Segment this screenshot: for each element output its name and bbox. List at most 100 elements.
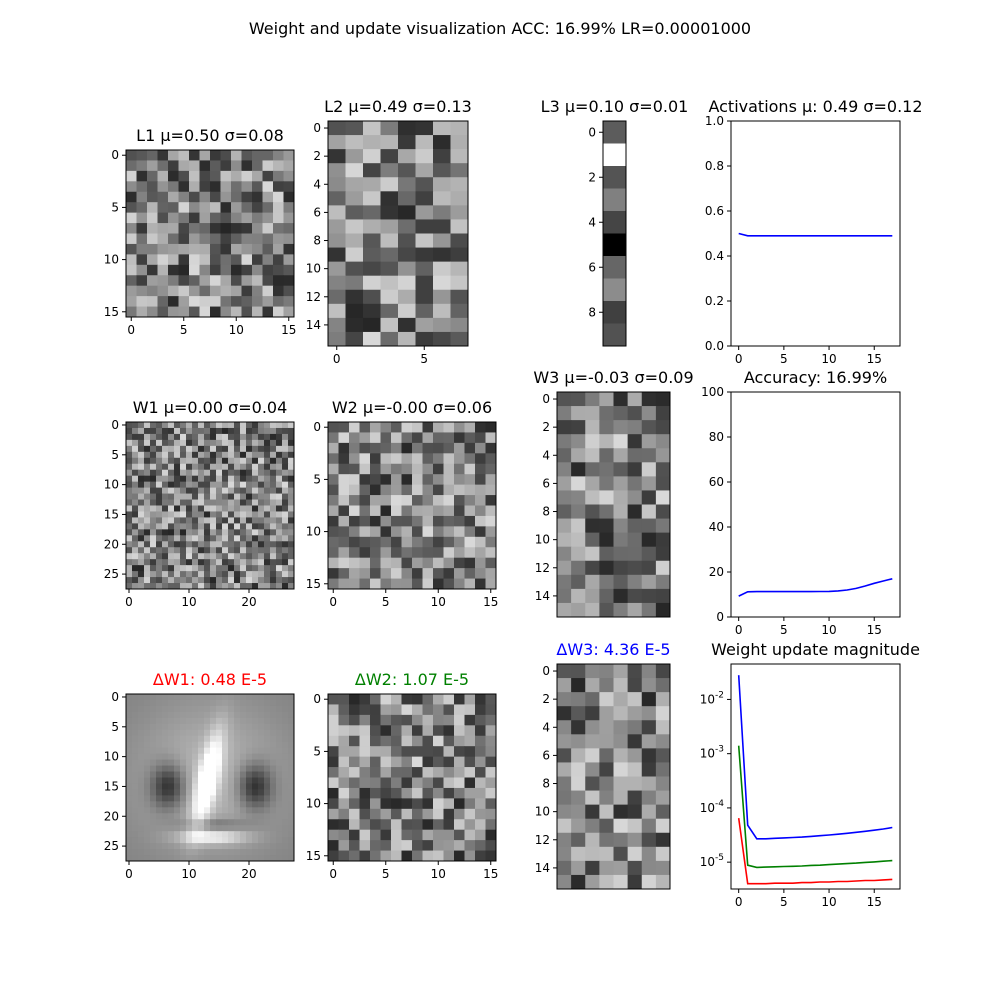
tick-label: 5 xyxy=(313,744,321,758)
heatmap-cell xyxy=(162,451,169,459)
heatmap-cell xyxy=(138,777,145,784)
tick-label: 4 xyxy=(542,448,550,462)
heatmap-cell xyxy=(475,767,486,778)
heatmap-cell xyxy=(150,427,157,435)
heatmap-cell xyxy=(157,181,169,193)
heatmap-cell xyxy=(126,759,133,767)
heatmap-cell xyxy=(168,717,175,725)
heatmap-cell xyxy=(282,717,289,725)
heatmap-cell xyxy=(264,457,271,465)
heatmap-cell xyxy=(156,723,163,731)
heatmap-cell xyxy=(433,205,451,220)
heatmap-cell xyxy=(126,801,133,808)
heatmap-cell xyxy=(222,553,229,560)
heatmap-cell xyxy=(240,741,247,749)
heatmap-cell xyxy=(144,553,151,560)
heatmap-cell xyxy=(216,535,223,542)
heatmap-cell xyxy=(585,678,600,693)
heatmap-cell xyxy=(220,223,232,234)
heatmap-cell xyxy=(234,825,241,832)
heatmap-cell xyxy=(433,787,444,799)
heatmap-cell xyxy=(216,783,223,790)
heatmap-cell xyxy=(189,223,200,234)
heatmap-cell xyxy=(270,457,277,465)
heatmap-cell xyxy=(174,505,181,512)
heatmap-cell xyxy=(380,177,399,192)
heatmap-cell xyxy=(412,495,423,506)
heatmap-cell xyxy=(475,808,486,820)
heatmap-cell xyxy=(241,170,253,182)
heatmap-cell xyxy=(126,565,133,572)
heatmap-cell xyxy=(641,790,657,806)
heatmap-cell xyxy=(276,505,283,512)
heatmap-cell xyxy=(443,704,455,716)
heatmap-cell xyxy=(252,469,259,477)
heatmap-cell xyxy=(246,843,253,850)
heatmap-cell xyxy=(433,798,444,810)
heatmap-cell xyxy=(240,541,247,548)
heatmap-cell xyxy=(132,529,139,536)
heatmap-cell xyxy=(571,602,586,618)
heatmap-cell xyxy=(156,439,163,447)
heatmap-cell xyxy=(198,451,205,459)
tick-label: 10 xyxy=(306,525,321,539)
heatmap-cell xyxy=(613,504,629,520)
heatmap-cell xyxy=(162,759,169,767)
heatmap-cell xyxy=(270,813,277,820)
heatmap-cell xyxy=(485,767,497,778)
heatmap-cell xyxy=(283,223,295,234)
heatmap-cell xyxy=(222,723,229,731)
heatmap-cell xyxy=(282,523,289,530)
heatmap-cell xyxy=(380,442,392,454)
heatmap-cell xyxy=(359,526,371,538)
heatmap-cell xyxy=(168,759,175,767)
heatmap-cell xyxy=(283,191,295,203)
heatmap-cell xyxy=(599,790,614,806)
heatmap-cell xyxy=(380,474,392,486)
heatmap-cell xyxy=(198,705,205,713)
tick-label: 20 xyxy=(241,867,256,881)
heatmap-cell xyxy=(192,463,199,471)
heatmap-cell xyxy=(391,808,402,820)
heatmap-cell xyxy=(222,433,229,441)
heatmap-cell xyxy=(412,850,423,862)
heatmap-cell xyxy=(264,801,271,808)
heatmap-cell xyxy=(585,874,600,890)
tick-label: 10-5 xyxy=(700,853,724,869)
heatmap-cell xyxy=(282,463,289,471)
heatmap-cell xyxy=(144,559,151,566)
heatmap-cell xyxy=(204,422,211,429)
heatmap-cell xyxy=(228,547,235,554)
heatmap-cell xyxy=(627,832,643,848)
heatmap-cell xyxy=(454,767,465,778)
heatmap-cell xyxy=(150,499,157,506)
heatmap-cell xyxy=(599,692,614,707)
heatmap-cell xyxy=(240,457,247,465)
heatmap-cell xyxy=(454,714,465,726)
heatmap-cell xyxy=(655,518,671,534)
heatmap-cell xyxy=(264,735,271,743)
heatmap-cell xyxy=(328,219,346,234)
tick-label: 0.4 xyxy=(705,249,724,263)
heatmap-cell xyxy=(180,511,187,518)
heatmap-cell xyxy=(156,422,163,429)
heatmap-cell xyxy=(156,583,163,590)
heatmap-cell xyxy=(216,511,223,518)
heatmap-cell xyxy=(241,150,253,161)
heatmap-cell xyxy=(262,191,274,203)
heatmap-cell xyxy=(162,559,169,566)
heatmap-cell xyxy=(264,469,271,477)
heatmap-cell xyxy=(132,819,139,826)
heatmap-cell xyxy=(338,432,350,444)
heatmap-cell xyxy=(234,771,241,778)
heatmap-cell xyxy=(391,756,402,768)
heatmap-cell xyxy=(270,819,277,826)
heatmap-cell xyxy=(210,511,217,518)
heatmap-cell xyxy=(363,289,381,305)
heatmap-cell xyxy=(276,735,283,743)
heatmap-cell xyxy=(599,678,614,693)
heatmap-cell xyxy=(475,756,486,768)
heatmap-cell xyxy=(359,767,371,778)
heatmap-cell xyxy=(252,285,263,297)
heatmap-cell xyxy=(246,427,253,435)
